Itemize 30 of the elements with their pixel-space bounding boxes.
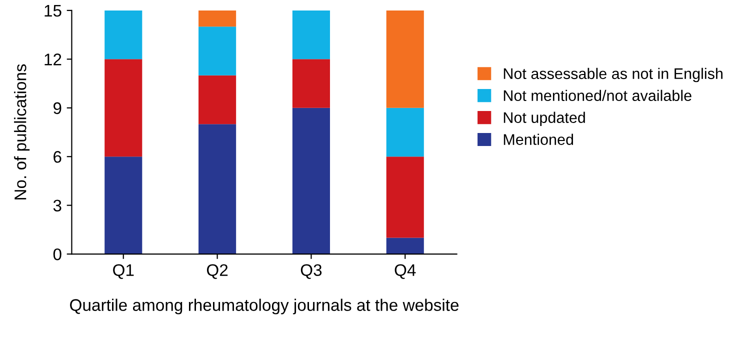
bar — [104, 156, 142, 254]
legend-label: Mentioned — [504, 134, 574, 145]
bar — [292, 108, 330, 254]
y-axis-title: No. of publications — [14, 64, 30, 200]
bar — [386, 10, 424, 108]
x-tick-label: Q2 — [206, 264, 228, 279]
bar — [104, 10, 142, 60]
y-tick-label: 9 — [54, 102, 62, 114]
bar — [198, 26, 236, 76]
bar — [104, 59, 142, 157]
x-tick-label: Q3 — [300, 264, 322, 279]
bar — [386, 156, 424, 238]
y-tick-label: 3 — [53, 200, 62, 212]
y-tick-label: 0 — [53, 248, 62, 260]
y-tick-label: 6 — [54, 151, 62, 163]
legend-label: Not updated — [504, 112, 585, 126]
bar — [386, 108, 424, 157]
bar — [198, 10, 236, 27]
bar — [198, 75, 236, 124]
bar — [292, 10, 330, 60]
bar — [386, 238, 424, 254]
bar — [292, 59, 330, 108]
y-tick-label: 15 — [44, 5, 62, 17]
legend-label: Not assessable as not in English — [504, 68, 722, 82]
legend-label: Not mentioned/not available — [504, 90, 692, 102]
x-tick-label: Q1 — [113, 264, 134, 279]
y-tick-label: 12 — [44, 54, 62, 66]
bar — [198, 124, 236, 254]
x-axis-title: Quartile among rheumatology journals at the website — [70, 298, 459, 314]
x-tick-label: Q4 — [394, 264, 416, 279]
